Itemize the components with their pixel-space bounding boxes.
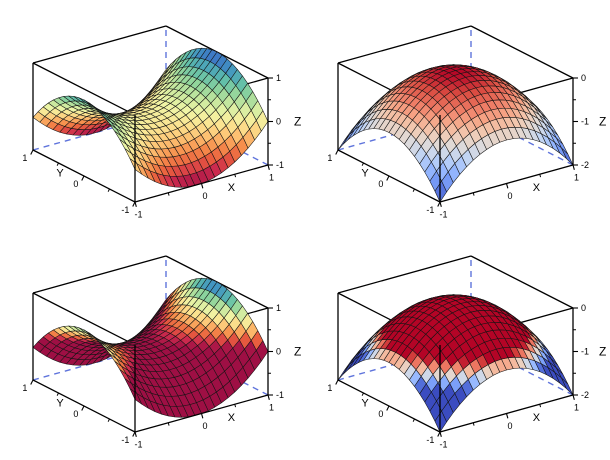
svg-text:0: 0 — [507, 191, 512, 201]
axis-ticks-and-labels: -1 0 1 1 0 -1 0 -1 -2 X Y Z — [327, 303, 606, 450]
svg-text:-1: -1 — [439, 210, 447, 220]
svg-text:0: 0 — [378, 409, 383, 419]
svg-text:X: X — [228, 182, 236, 194]
svg-text:X: X — [228, 412, 236, 424]
svg-text:0: 0 — [378, 179, 383, 189]
svg-text:0: 0 — [276, 117, 281, 127]
surface-mesh — [337, 64, 574, 203]
svg-text:X: X — [533, 412, 541, 424]
svg-text:Z: Z — [599, 345, 606, 359]
svg-text:0: 0 — [581, 73, 586, 83]
svg-text:1: 1 — [574, 173, 579, 183]
svg-text:1: 1 — [574, 403, 579, 413]
svg-text:-1: -1 — [581, 347, 589, 357]
svg-text:0: 0 — [73, 409, 78, 419]
svg-text:1: 1 — [22, 383, 27, 393]
surface-mesh — [337, 294, 574, 433]
svg-text:Y: Y — [361, 397, 369, 409]
svg-text:Z: Z — [599, 115, 606, 129]
svg-text:-1: -1 — [581, 117, 589, 127]
svg-text:-1: -1 — [134, 440, 142, 450]
svg-text:-1: -1 — [134, 210, 142, 220]
surface-mesh — [32, 277, 269, 418]
svg-text:-1: -1 — [439, 440, 447, 450]
svg-text:1: 1 — [22, 153, 27, 163]
svg-text:-1: -1 — [426, 435, 434, 445]
surface-mesh — [32, 47, 269, 188]
surface-plot-top-right: -1 0 1 1 0 -1 0 -1 -2 X Y Z — [305, 0, 610, 230]
svg-text:-1: -1 — [276, 160, 284, 170]
plot-canvas-dome-full-range: -1 0 1 1 0 -1 0 -1 -2 X Y Z — [327, 25, 606, 220]
svg-text:-1: -1 — [121, 205, 129, 215]
svg-text:-1: -1 — [121, 435, 129, 445]
svg-text:-2: -2 — [581, 390, 589, 400]
svg-text:Y: Y — [56, 167, 64, 179]
svg-text:-2: -2 — [581, 160, 589, 170]
svg-text:1: 1 — [327, 383, 332, 393]
svg-text:1: 1 — [327, 153, 332, 163]
svg-text:0: 0 — [202, 421, 207, 431]
svg-text:Z: Z — [294, 345, 301, 359]
svg-text:Z: Z — [294, 115, 301, 129]
plot-canvas-dome-clamped-range: -1 0 1 1 0 -1 0 -1 -2 X Y Z — [327, 255, 606, 450]
svg-text:0: 0 — [581, 303, 586, 313]
svg-text:X: X — [533, 182, 541, 194]
svg-text:1: 1 — [276, 303, 281, 313]
svg-text:1: 1 — [269, 173, 274, 183]
svg-text:0: 0 — [276, 347, 281, 357]
svg-text:-1: -1 — [426, 205, 434, 215]
svg-text:0: 0 — [202, 191, 207, 201]
svg-text:0: 0 — [507, 421, 512, 431]
axis-ticks-and-labels: -1 0 1 1 0 -1 0 -1 -2 X Y Z — [327, 73, 606, 220]
svg-text:Y: Y — [361, 167, 369, 179]
surface-plot-top-left: -1 0 1 1 0 -1 1 0 -1 X Y Z — [0, 0, 305, 230]
svg-text:1: 1 — [276, 73, 281, 83]
svg-text:-1: -1 — [276, 390, 284, 400]
surface-plot-bottom-left: -1 0 1 1 0 -1 1 0 -1 X Y Z — [0, 230, 305, 460]
svg-text:0: 0 — [73, 179, 78, 189]
surface-plot-bottom-right: -1 0 1 1 0 -1 0 -1 -2 X Y Z — [305, 230, 610, 460]
svg-text:Y: Y — [56, 397, 64, 409]
svg-text:1: 1 — [269, 403, 274, 413]
